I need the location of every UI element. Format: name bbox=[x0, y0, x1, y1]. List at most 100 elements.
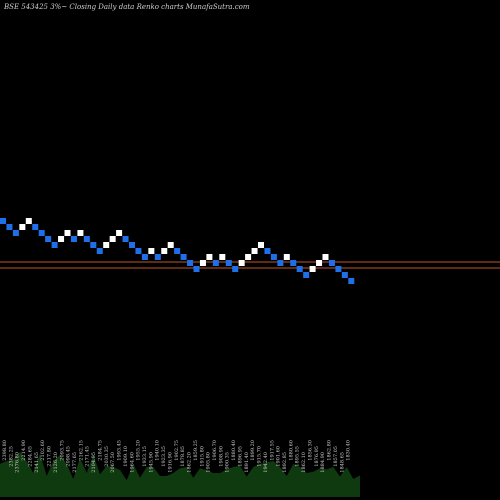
renko-brick-down bbox=[290, 260, 297, 266]
renko-brick-down bbox=[303, 272, 310, 278]
volume-label: 1940.10 bbox=[155, 440, 161, 461]
renko-brick-down bbox=[38, 230, 45, 236]
renko-brick-down bbox=[122, 236, 129, 242]
volume-label: 1876.95 bbox=[314, 446, 320, 467]
renko-brick-down bbox=[341, 272, 348, 278]
renko-brick-up bbox=[19, 224, 26, 230]
renko-brick-up bbox=[64, 230, 71, 236]
volume-label: 2141.65 bbox=[34, 452, 40, 473]
volume-label: 1880.60 bbox=[288, 440, 294, 461]
volume-label: 1901.60 bbox=[276, 446, 282, 467]
volume-label: 2098.45 bbox=[66, 446, 72, 467]
renko-brick-down bbox=[328, 260, 335, 266]
volume-label: 2184.75 bbox=[98, 440, 104, 461]
renko-brick-down bbox=[296, 266, 303, 272]
volume-label: 2382.25 bbox=[8, 446, 14, 467]
volume-label: 2067.50 bbox=[110, 452, 116, 473]
volume-label: 1884.90 bbox=[320, 452, 326, 473]
volume-label: 1892.85 bbox=[282, 452, 288, 473]
volume-label: 1945.90 bbox=[148, 452, 154, 473]
volume-label: 2093.75 bbox=[59, 440, 65, 461]
volume-area bbox=[0, 452, 360, 497]
volume-label: 2217.80 bbox=[47, 446, 53, 467]
volume-label: 1862.20 bbox=[187, 452, 193, 473]
reference-lines bbox=[0, 261, 500, 269]
volume-label: 1891.40 bbox=[244, 452, 250, 473]
volume-label: 1942.40 bbox=[263, 452, 269, 473]
renko-brick-down bbox=[135, 248, 142, 254]
renko-brick-up bbox=[161, 248, 168, 254]
renko-brick-up bbox=[258, 242, 264, 248]
volume-label: 1856.30 bbox=[308, 440, 314, 461]
renko-brick-down bbox=[212, 260, 219, 266]
renko-brick-down bbox=[96, 248, 103, 254]
renko-brick-down bbox=[270, 254, 277, 260]
volume-label: 1915.70 bbox=[257, 446, 263, 467]
volume-label: 2398.80 bbox=[2, 440, 8, 461]
renko-brick-down bbox=[70, 236, 77, 242]
volume-label: 1933.15 bbox=[142, 446, 148, 467]
renko-brick-down bbox=[180, 254, 187, 260]
renko-brick-up bbox=[58, 236, 65, 242]
renko-brick-up bbox=[245, 254, 252, 260]
volume-label: 1899.20 bbox=[250, 440, 256, 461]
renko-brick-down bbox=[264, 248, 271, 254]
volume-label: 2162.15 bbox=[78, 440, 84, 461]
renko-brick-down bbox=[0, 218, 6, 224]
volume-label: 1923.35 bbox=[161, 446, 167, 467]
volume-label: 2214.90 bbox=[21, 440, 27, 461]
renko-brick-down bbox=[154, 254, 161, 260]
renko-brick-down bbox=[51, 242, 58, 248]
volume-label: 1964.60 bbox=[129, 452, 135, 473]
renko-brick-down bbox=[6, 224, 13, 230]
renko-brick-up bbox=[116, 230, 123, 236]
volume-label: 1908.90 bbox=[218, 446, 224, 467]
volume-label: 2284.65 bbox=[28, 446, 34, 467]
renko-brick-up bbox=[77, 230, 84, 236]
renko-brick-up bbox=[109, 236, 116, 242]
volume-label: 1902.75 bbox=[174, 440, 180, 461]
renko-brick-down bbox=[335, 266, 342, 272]
volume-label: 1896.95 bbox=[238, 446, 244, 467]
volume-label: 2104.95 bbox=[91, 452, 97, 473]
volume-label: 1830.40 bbox=[346, 440, 352, 461]
renko-brick-down bbox=[45, 236, 52, 242]
volume-label: 1906.70 bbox=[212, 440, 218, 461]
renko-brick-up bbox=[199, 260, 206, 266]
renko-brick-down bbox=[277, 260, 284, 266]
renko-brick-up bbox=[103, 242, 110, 248]
renko-brick-up bbox=[219, 254, 226, 260]
renko-brick-up bbox=[322, 254, 329, 260]
renko-brick-up bbox=[309, 266, 316, 272]
volume-label: 2177.65 bbox=[72, 452, 78, 473]
renko-brick-down bbox=[225, 260, 232, 266]
renko-brick-up bbox=[238, 260, 245, 266]
renko-brick-down bbox=[129, 242, 135, 248]
volume-label: 1848.65 bbox=[339, 452, 345, 473]
volume-label: 1862.10 bbox=[301, 452, 307, 473]
volume-label: 1916.90 bbox=[168, 452, 174, 473]
volume-label: 2030.35 bbox=[104, 446, 110, 467]
renko-brick-down bbox=[193, 266, 200, 272]
volume-label: 1895.55 bbox=[295, 446, 301, 467]
volume-label: 1880.40 bbox=[231, 440, 237, 461]
renko-brick-down bbox=[187, 260, 194, 266]
renko-brick-down bbox=[90, 242, 97, 248]
renko-brick-down bbox=[83, 236, 90, 242]
renko-brick-up bbox=[251, 248, 258, 254]
volume-label: 1857.05 bbox=[333, 446, 339, 467]
renko-brick-up bbox=[283, 254, 290, 260]
renko-brick-up bbox=[206, 254, 213, 260]
renko-brick-up bbox=[167, 242, 174, 248]
volume-area-shape bbox=[0, 452, 360, 497]
renko-brick-down bbox=[12, 230, 19, 236]
volume-label: 1909.10 bbox=[123, 446, 129, 467]
renko-brick-down bbox=[232, 266, 239, 272]
renko-brick-up bbox=[25, 218, 32, 224]
volume-label: 1917.55 bbox=[269, 440, 275, 461]
renko-brick-down bbox=[32, 224, 39, 230]
volume-label: 1900.35 bbox=[225, 452, 231, 473]
renko-brick-down bbox=[348, 278, 355, 284]
